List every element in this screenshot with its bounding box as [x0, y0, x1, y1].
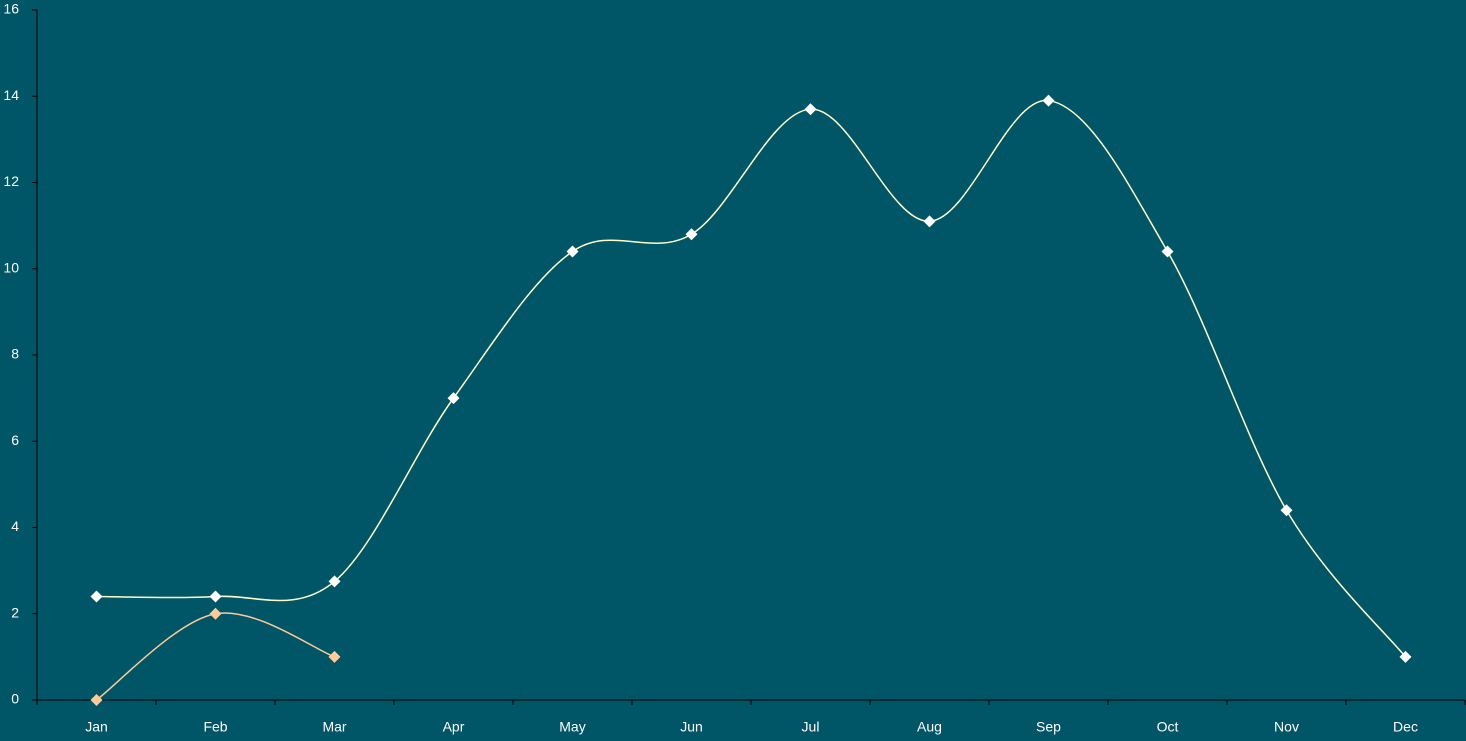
marker [1042, 94, 1055, 107]
x-tick-label: May [559, 719, 585, 735]
x-tick-label: Aug [917, 719, 942, 735]
marker [90, 590, 103, 603]
marker [328, 575, 341, 588]
y-tick-label: 10 [3, 259, 19, 275]
marker [209, 590, 222, 603]
marker [566, 245, 579, 258]
series-line [96, 99, 1407, 658]
y-tick-label: 0 [11, 691, 19, 707]
x-tick-label: Feb [203, 719, 227, 735]
y-tick-label: 8 [11, 346, 19, 362]
marker [923, 215, 936, 228]
x-tick-label: Nov [1274, 719, 1299, 735]
x-tick-label: Oct [1157, 719, 1179, 735]
y-tick-label: 14 [3, 87, 19, 103]
marker [685, 228, 698, 241]
y-tick-label: 6 [11, 432, 19, 448]
y-tick-label: 2 [11, 604, 19, 620]
marker [90, 694, 103, 706]
x-tick-label: Jul [802, 719, 820, 735]
marker [1280, 504, 1293, 517]
marker [209, 607, 222, 620]
marker [1399, 650, 1412, 663]
marker [1161, 245, 1174, 258]
x-tick-label: Dec [1393, 719, 1418, 735]
y-tick-label: 16 [3, 1, 19, 17]
x-tick-label: Jan [85, 719, 108, 735]
marker [447, 392, 460, 405]
y-tick-label: 12 [3, 173, 19, 189]
y-tick-label: 4 [11, 518, 19, 534]
x-tick-label: Mar [322, 719, 346, 735]
marker [804, 103, 817, 116]
marker [328, 650, 341, 663]
x-tick-label: Apr [443, 719, 465, 735]
x-tick-label: Jun [680, 719, 703, 735]
x-tick-label: Sep [1036, 719, 1061, 735]
